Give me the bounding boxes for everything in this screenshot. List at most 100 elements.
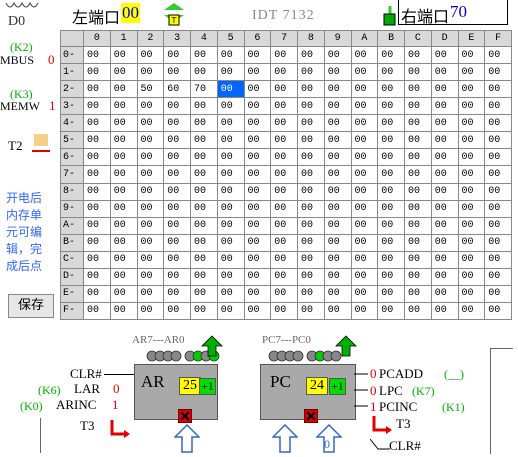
memory-cell[interactable]: 00 <box>323 45 352 65</box>
memory-cell[interactable]: 00 <box>216 233 245 252</box>
memory-cell[interactable]: 00 <box>484 45 512 65</box>
memory-cell[interactable]: 00 <box>83 301 111 321</box>
memory-cell[interactable]: 00 <box>216 45 245 65</box>
memory-cell[interactable]: 00 <box>243 284 272 303</box>
memory-cell[interactable]: 00 <box>430 63 459 82</box>
memory-cell[interactable]: 00 <box>163 216 191 235</box>
memory-cell[interactable]: 00 <box>484 114 512 133</box>
memory-cell[interactable]: 00 <box>404 301 432 321</box>
memory-cell[interactable]: 00 <box>430 131 459 150</box>
memory-cell[interactable]: 00 <box>457 45 486 65</box>
memory-cell[interactable]: 00 <box>323 63 352 82</box>
memory-cell[interactable]: 00 <box>297 233 325 252</box>
memory-cell[interactable]: 00 <box>457 199 486 218</box>
memory-cell[interactable]: 00 <box>270 199 298 218</box>
memory-cell[interactable]: 00 <box>163 267 191 286</box>
memory-cell[interactable]: 00 <box>243 114 272 133</box>
memory-cell[interactable]: 00 <box>377 148 405 167</box>
memory-cell[interactable]: 00 <box>323 216 352 235</box>
memory-cell[interactable]: 00 <box>243 216 272 235</box>
memory-cell[interactable]: 00 <box>270 182 298 201</box>
memory-cell[interactable]: 00 <box>109 284 138 303</box>
memory-cell[interactable]: 00 <box>163 165 191 184</box>
memory-cell[interactable]: 00 <box>404 165 432 184</box>
memory-cell[interactable]: 00 <box>83 45 111 65</box>
memory-cell[interactable]: 00 <box>323 97 352 116</box>
memory-cell[interactable]: 00 <box>109 165 138 184</box>
memory-cell[interactable]: 00 <box>270 250 298 269</box>
memory-cell[interactable]: 00 <box>136 114 165 133</box>
memory-cell[interactable]: 00 <box>270 284 298 303</box>
memory-cell[interactable]: 00 <box>136 284 165 303</box>
memory-cell[interactable]: 00 <box>216 97 245 116</box>
memory-cell[interactable]: 00 <box>377 182 405 201</box>
memory-cell[interactable]: 00 <box>323 199 352 218</box>
memory-cell[interactable]: 00 <box>350 114 379 133</box>
memory-cell[interactable]: 00 <box>270 131 298 150</box>
memory-cell[interactable]: 00 <box>216 131 245 150</box>
memory-cell[interactable]: 00 <box>430 80 459 99</box>
memory-cell[interactable]: 00 <box>484 131 512 150</box>
memory-cell[interactable]: 00 <box>297 63 325 82</box>
memory-cell[interactable]: 00 <box>190 97 218 116</box>
memory-cell[interactable]: 00 <box>83 148 111 167</box>
memory-cell[interactable]: 00 <box>243 63 272 82</box>
memory-cell[interactable]: 00 <box>484 233 512 252</box>
pcadd-value[interactable]: 0 <box>370 366 377 381</box>
memory-cell[interactable]: 00 <box>484 216 512 235</box>
memory-cell[interactable]: 00 <box>190 148 218 167</box>
memory-cell[interactable]: 00 <box>83 131 111 150</box>
memory-cell[interactable]: 00 <box>457 80 486 99</box>
memory-cell[interactable]: 00 <box>136 233 165 252</box>
memory-cell[interactable]: 00 <box>457 216 486 235</box>
memory-cell[interactable]: 00 <box>243 97 272 116</box>
memory-cell[interactable]: 00 <box>109 250 138 269</box>
memory-cell[interactable]: 00 <box>323 148 352 167</box>
memory-cell[interactable]: 00 <box>109 301 138 321</box>
memory-cell[interactable]: 00 <box>243 165 272 184</box>
memory-cell[interactable]: 00 <box>323 182 352 201</box>
memory-cell[interactable]: 00 <box>109 216 138 235</box>
memory-cell[interactable]: 00 <box>323 250 352 269</box>
memory-cell[interactable]: 00 <box>163 250 191 269</box>
memory-cell[interactable]: 00 <box>136 301 165 321</box>
memory-cell[interactable]: 00 <box>430 267 459 286</box>
memory-cell[interactable]: 00 <box>190 199 218 218</box>
memory-cell[interactable]: 00 <box>297 182 325 201</box>
memory-cell[interactable]: 00 <box>243 267 272 286</box>
memory-cell[interactable]: 00 <box>216 216 245 235</box>
memory-cell[interactable]: 00 <box>350 301 379 321</box>
memory-cell[interactable]: 00 <box>484 284 512 303</box>
memory-cell[interactable]: 00 <box>350 250 379 269</box>
memory-cell[interactable]: 00 <box>323 131 352 150</box>
memory-cell[interactable]: 00 <box>163 97 191 116</box>
memory-cell[interactable]: 00 <box>270 148 298 167</box>
memory-cell[interactable]: 00 <box>323 301 352 321</box>
memory-cell[interactable]: 00 <box>377 301 405 321</box>
memory-cell[interactable]: 00 <box>83 165 111 184</box>
memory-cell[interactable]: 00 <box>297 45 325 65</box>
memory-cell[interactable]: 00 <box>297 148 325 167</box>
memory-cell[interactable]: 00 <box>297 80 325 99</box>
memory-cell[interactable]: 00 <box>216 301 245 321</box>
memory-cell[interactable]: 00 <box>190 165 218 184</box>
memory-cell[interactable]: 00 <box>484 301 512 321</box>
memory-cell[interactable]: 00 <box>216 165 245 184</box>
memory-cell[interactable]: 00 <box>350 233 379 252</box>
memory-cell[interactable]: 00 <box>270 165 298 184</box>
memory-cell[interactable]: 00 <box>83 267 111 286</box>
memory-cell[interactable]: 00 <box>297 216 325 235</box>
memory-cell[interactable]: 00 <box>430 148 459 167</box>
memory-cell[interactable]: 00 <box>109 233 138 252</box>
memory-cell[interactable]: 00 <box>457 97 486 116</box>
memory-cell[interactable]: 00 <box>163 63 191 82</box>
memory-cell[interactable]: 00 <box>109 131 138 150</box>
memory-cell[interactable]: 00 <box>484 267 512 286</box>
memory-cell[interactable]: 00 <box>323 233 352 252</box>
memory-cell[interactable]: 00 <box>136 97 165 116</box>
memory-cell[interactable]: 00 <box>430 284 459 303</box>
memory-cell[interactable]: 00 <box>83 182 111 201</box>
memory-cell[interactable]: 00 <box>243 80 272 99</box>
memory-cell[interactable]: 00 <box>109 63 138 82</box>
memory-cell[interactable]: 00 <box>83 250 111 269</box>
